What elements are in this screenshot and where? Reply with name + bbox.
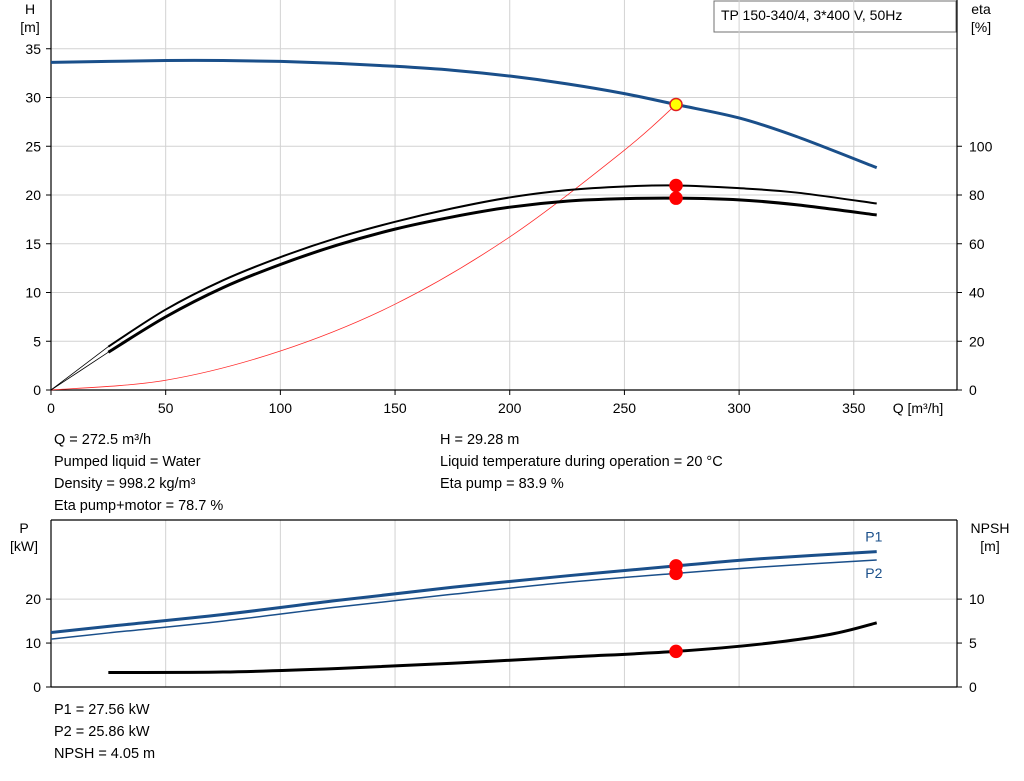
x-tick-label: 150 [383, 400, 407, 416]
series-line-p2 [50, 559, 877, 640]
series-line-1 [50, 104, 677, 391]
info-npsh: NPSH = 4.05 m [54, 746, 156, 762]
y-axis-right-title: eta [971, 1, 991, 17]
power-npsh-chart: 0 10 20 0 5 10 P [kW] NPSH [m] P1 P2 [10, 519, 1010, 695]
series-line-npsh [108, 621, 878, 675]
y-tick-label-right: 0 [969, 679, 977, 695]
y-tick-label-right: 10 [969, 591, 985, 607]
x-tick-label: 300 [727, 400, 751, 416]
info-p2: P2 = 25.86 kW [54, 724, 150, 740]
info-liquid-temperature: Liquid temperature during operation = 20… [440, 454, 723, 470]
y-axis-right-unit: [m] [980, 538, 999, 554]
x-tick-label: 250 [613, 400, 637, 416]
info-right-block: H = 29.28 m Liquid temperature during op… [440, 429, 723, 495]
x-axis-title: Q [m³/h] [893, 400, 944, 416]
series-line-0 [50, 58, 878, 170]
y-tick-label-right: 5 [969, 635, 977, 651]
info-eta-pump: Eta pump = 83.9 % [440, 476, 564, 492]
info-head: H = 29.28 m [440, 432, 520, 448]
y-tick-label-left: 5 [33, 333, 41, 349]
y-tick-label-left: 20 [25, 591, 41, 607]
y-tick-label-left: 10 [25, 635, 41, 651]
y-tick-label-left: 0 [33, 679, 41, 695]
series-label-p2: P2 [865, 565, 882, 581]
y-tick-label-left: 10 [25, 285, 41, 301]
title-text: TP 150-340/4, 3*400 V, 50Hz [721, 7, 902, 23]
y-tick-label-right: 40 [969, 285, 985, 301]
x-tick-label: 350 [842, 400, 866, 416]
y-tick-label-right: 80 [969, 187, 985, 203]
y-tick-label-left: 15 [25, 236, 41, 252]
series-line-3 [107, 196, 877, 354]
info-density: Density = 998.2 kg/m³ [54, 476, 196, 492]
operating-point-marker [669, 178, 683, 193]
series-line-2 [107, 184, 877, 348]
operating-point-marker [669, 97, 683, 112]
y-tick-label-right: 60 [969, 236, 985, 252]
y-tick-label-left: 25 [25, 138, 41, 154]
x-tick-label: 0 [47, 400, 55, 416]
operating-point-marker [669, 566, 683, 581]
operating-point-marker [669, 191, 683, 205]
y-tick-label-left: 20 [25, 187, 41, 203]
info-bottom-block: P1 = 27.56 kW P2 = 25.86 kW NPSH = 4.05 … [54, 699, 155, 765]
y-axis-left-title: P [19, 520, 28, 536]
x-tick-label: 50 [158, 400, 174, 416]
y-tick-label-right: 100 [969, 138, 993, 154]
x-tick-label: 100 [269, 400, 293, 416]
y-tick-label-right: 0 [969, 382, 977, 398]
info-flow: Q = 272.5 m³/h [54, 432, 152, 448]
y-axis-right-unit: [%] [971, 19, 991, 35]
y-tick-label-left: 30 [25, 90, 41, 106]
info-liquid: Pumped liquid = Water [54, 454, 201, 470]
series-line-5 [50, 351, 109, 391]
y-tick-label-right: 20 [969, 333, 985, 349]
title-box: TP 150-340/4, 3*400 V, 50Hz [713, 0, 957, 33]
y-tick-label-left: 0 [33, 382, 41, 398]
series-label-p1: P1 [865, 529, 882, 545]
y-axis-left-unit: [kW] [10, 538, 38, 554]
info-p1: P1 = 27.56 kW [54, 702, 150, 718]
series-line-4 [50, 346, 109, 391]
y-axis-left-title: H [25, 1, 35, 17]
info-left-block: Q = 272.5 m³/h Pumped liquid = Water Den… [54, 429, 223, 517]
info-eta-pump-motor: Eta pump+motor = 78.7 % [54, 498, 224, 514]
y-tick-label-left: 35 [25, 41, 41, 57]
x-tick-label: 200 [498, 400, 522, 416]
y-axis-right-title: NPSH [971, 520, 1010, 536]
series-line-p1 [50, 550, 877, 635]
y-axis-left-unit: [m] [20, 19, 39, 35]
operating-point-marker [669, 644, 683, 659]
